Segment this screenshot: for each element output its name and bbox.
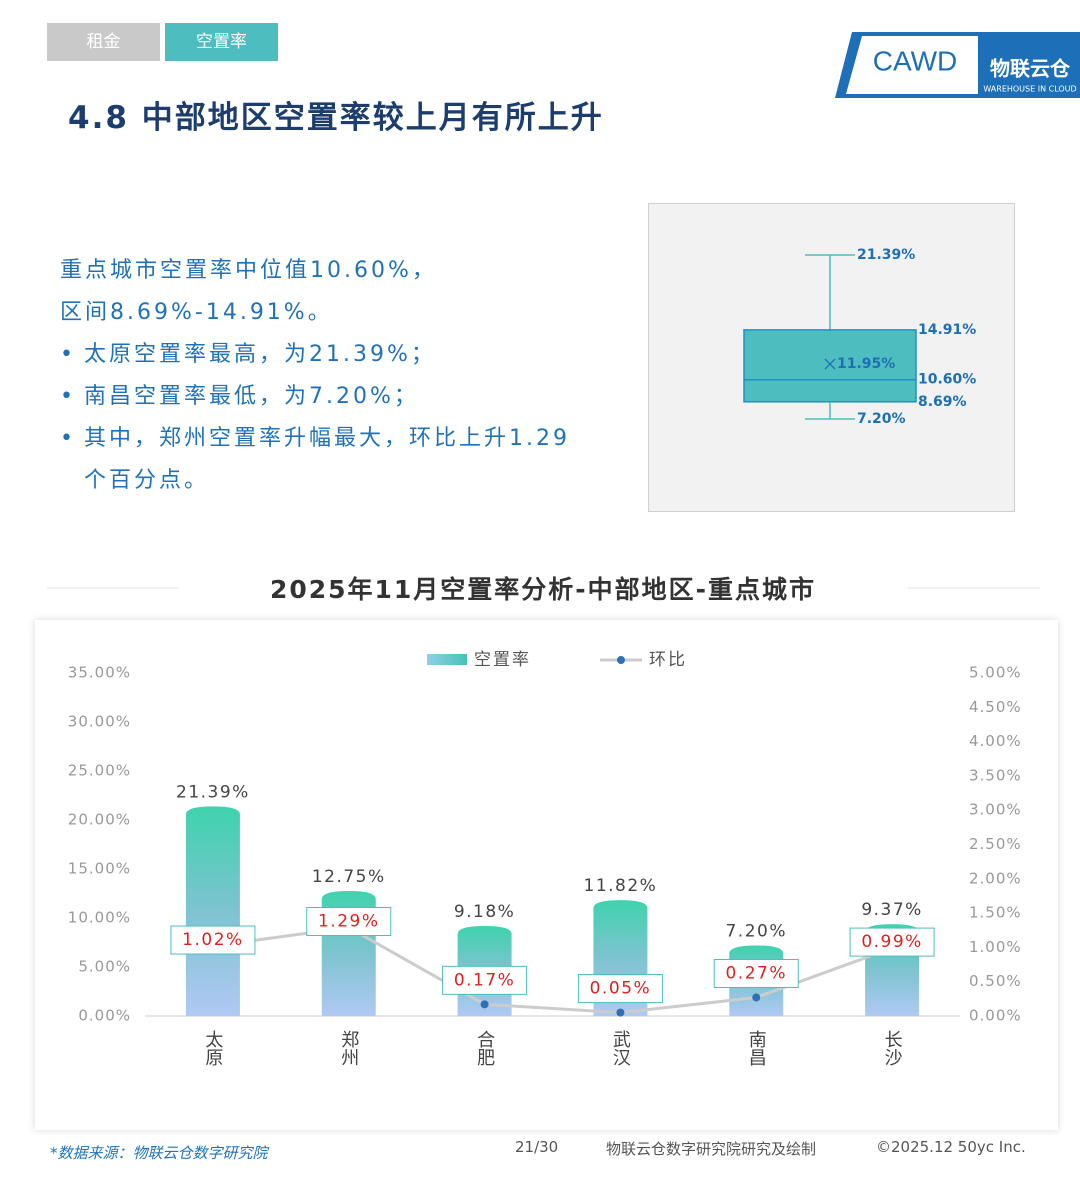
- y2-tick-label: 4.50%: [969, 698, 1022, 716]
- value-label: 21.39%: [857, 247, 915, 263]
- y2-tick-label: 3.50%: [969, 766, 1022, 784]
- y-tick-label: 15.00%: [68, 860, 131, 878]
- line-value-label: 0.27%: [725, 963, 787, 983]
- bar-value-label: 9.37%: [861, 900, 923, 920]
- chart-title: 2025年11月空置率分析-中部地区-重点城市: [270, 575, 816, 604]
- bar-value-label: 12.75%: [312, 867, 386, 887]
- y-tick-label: 0.00%: [78, 1007, 131, 1025]
- line-value-label: 0.05%: [590, 979, 652, 999]
- legend-swatch: [427, 654, 467, 665]
- credit: 物联云仓数字研究院研究及绘制: [606, 1140, 817, 1158]
- line-label-box: [170, 925, 256, 955]
- y2-tick-label: 4.00%: [969, 732, 1022, 750]
- line-value-label: 1.29%: [318, 912, 380, 932]
- line-marker: [752, 993, 761, 1002]
- x-tick-label: 南昌: [746, 1030, 767, 1066]
- line-label-box: [306, 907, 392, 937]
- mean-stroke: [824, 358, 836, 370]
- line-label-box: [577, 974, 663, 1004]
- y2-tick-label: 2.50%: [969, 835, 1022, 853]
- page-number: 21/30: [515, 1138, 559, 1156]
- heading: 4.8 中部地区空置率较上月有所上升: [68, 100, 604, 136]
- y2-tick-label: 5.00%: [969, 664, 1022, 682]
- value-label: 7.20%: [857, 411, 906, 427]
- y2-tick-label: 2.00%: [969, 869, 1022, 887]
- y-tick-label: 30.00%: [68, 713, 131, 731]
- y2-tick-label: 1.50%: [969, 904, 1022, 922]
- bullet: 太原空置率最高，为21.39%；: [60, 334, 584, 376]
- box-chart: 11.95% 7.20% 8.69% 10.60% 14.91% 21.39%: [648, 203, 1015, 512]
- y2-tick-label: 0.00%: [969, 1007, 1022, 1025]
- x-tick-label: 武汉: [610, 1030, 631, 1066]
- summary-line: 重点城市空置率中位值10.60%，: [60, 258, 437, 283]
- summary-line: 区间8.69%-14.91%。: [60, 300, 333, 325]
- y-tick-label: 25.00%: [68, 762, 131, 780]
- x-tick-label: 长沙: [882, 1030, 903, 1066]
- legend-label: 环比: [649, 650, 687, 670]
- bar-value-label: 7.20%: [725, 921, 787, 941]
- line-marker: [480, 1000, 489, 1009]
- x-tick-label: 郑州: [338, 1030, 359, 1066]
- value-label: 10.60%: [918, 372, 976, 388]
- logo-brand: 物联云仓: [990, 57, 1071, 81]
- tab[interactable]: 租金: [47, 23, 160, 61]
- tab[interactable]: 空置率: [165, 23, 278, 61]
- y2-tick-label: 3.00%: [969, 801, 1022, 819]
- y2-tick-label: 1.00%: [969, 938, 1022, 956]
- bar-value-label: 21.39%: [176, 782, 250, 802]
- y-tick-label: 35.00%: [68, 664, 131, 682]
- combo-chart: 2025年11月空置率分析-中部地区-重点城市 0.00% 5.00% 10.00%…: [35, 570, 1058, 1130]
- y-tick-label: 20.00%: [68, 811, 131, 829]
- bar: [185, 806, 240, 1016]
- value-label: 8.69%: [918, 394, 967, 410]
- line-label-box: [442, 965, 528, 995]
- legend-dot: [617, 656, 625, 664]
- bar-value-label: 9.18%: [454, 902, 516, 922]
- summary: 重点城市空置率中位值10.60%， 区间8.69%-14.91%。 太原空置率最…: [60, 250, 584, 502]
- source: *数据来源：物联云仓数字研究院: [50, 1144, 268, 1162]
- value-label: 14.91%: [918, 322, 976, 338]
- mean-label: 11.95%: [837, 356, 895, 372]
- line-marker: [616, 1008, 625, 1017]
- x-tick-label: 合肥: [474, 1030, 495, 1066]
- copyright: ©2025.12 50yc Inc.: [876, 1138, 1026, 1156]
- logo-text: CAWD: [873, 45, 958, 76]
- line-value-label: 1.02%: [182, 930, 244, 950]
- mean-marker: [824, 358, 836, 370]
- title-pill: [178, 570, 908, 614]
- line-label-box: [713, 958, 799, 988]
- bullet: 南昌空置率最低，为7.20%；: [60, 376, 584, 418]
- y2-tick-label: 0.50%: [969, 972, 1022, 990]
- logo-panel: [846, 36, 978, 94]
- y-tick-label: 10.00%: [68, 909, 131, 927]
- logo: CAWD 物联云仓 WAREHOUSE IN CLOUD: [835, 32, 1080, 98]
- line-label-box: [849, 927, 935, 957]
- line-value-label: 0.99%: [861, 932, 923, 952]
- y-tick-label: 5.00%: [78, 958, 131, 976]
- x-tick-label: 太原: [202, 1030, 223, 1066]
- line-value-label: 0.17%: [454, 970, 516, 990]
- bar-value-label: 11.82%: [584, 876, 658, 896]
- bullet: 其中，郑州空置率升幅最大，环比上升1.29个百分点。: [60, 418, 584, 502]
- logo-brand-sub: WAREHOUSE IN CLOUD: [983, 85, 1076, 94]
- legend-label: 空置率: [474, 650, 531, 670]
